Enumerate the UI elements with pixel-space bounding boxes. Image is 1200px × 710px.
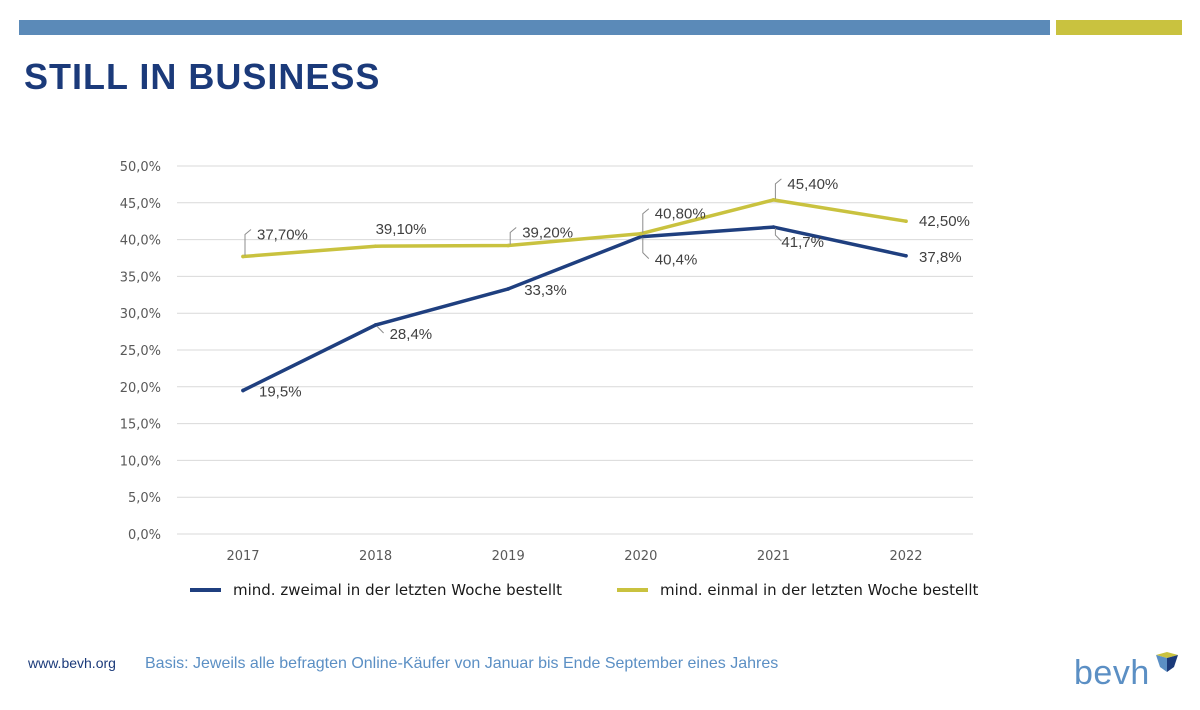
y-tick-label: 30,0% bbox=[120, 307, 161, 322]
data-point bbox=[771, 198, 776, 202]
header-bar-yellow bbox=[1056, 20, 1182, 35]
data-label: 39,10% bbox=[376, 221, 427, 238]
footer-note: Basis: Jeweils alle befragten Online-Käu… bbox=[145, 655, 779, 672]
footer-url[interactable]: www.bevh.org bbox=[28, 655, 116, 671]
label-leader bbox=[642, 237, 650, 260]
data-label: 19,5% bbox=[259, 383, 302, 400]
y-tick-label: 5,0% bbox=[128, 491, 161, 506]
logo-wordmark: bevh bbox=[1074, 654, 1150, 692]
series-line-2 bbox=[241, 198, 908, 259]
y-tick-label: 35,0% bbox=[120, 270, 161, 285]
data-label: 39,20% bbox=[522, 224, 573, 241]
legend-label-2: mind. einmal in der letzten Woche bestel… bbox=[660, 581, 979, 599]
y-tick-label: 10,0% bbox=[120, 454, 161, 469]
data-label: 28,4% bbox=[390, 326, 433, 343]
y-tick-label: 40,0% bbox=[120, 234, 161, 249]
data-point bbox=[904, 219, 908, 223]
page-title: STILL IN BUSINESS bbox=[24, 56, 381, 97]
data-point bbox=[241, 388, 245, 393]
data-label: 37,8% bbox=[919, 249, 962, 266]
data-label: 45,40% bbox=[787, 176, 838, 193]
data-label: 40,4% bbox=[655, 252, 698, 269]
label-leader bbox=[509, 227, 517, 245]
label-leader bbox=[642, 208, 650, 233]
x-tick-label: 2022 bbox=[889, 549, 922, 564]
data-label: 33,3% bbox=[524, 282, 567, 299]
data-label: 37,70% bbox=[257, 227, 308, 244]
data-point bbox=[373, 323, 378, 327]
data-point bbox=[373, 244, 378, 249]
legend-label-1: mind. zweimal in der letzten Woche beste… bbox=[233, 581, 562, 599]
y-tick-label: 20,0% bbox=[120, 381, 161, 396]
data-label: 40,80% bbox=[655, 206, 706, 223]
data-point bbox=[506, 287, 511, 291]
data-point bbox=[506, 243, 511, 248]
logo-cube-icon bbox=[1155, 652, 1178, 672]
x-tick-label: 2018 bbox=[359, 549, 392, 564]
header-bar-blue bbox=[19, 20, 1050, 35]
x-tick-label: 2019 bbox=[492, 549, 525, 564]
series-line-1 bbox=[241, 225, 908, 393]
data-point bbox=[639, 231, 643, 236]
label-leader bbox=[774, 228, 782, 242]
data-label: 41,7% bbox=[781, 234, 824, 251]
data-point bbox=[904, 253, 908, 258]
y-tick-label: 45,0% bbox=[120, 197, 161, 212]
data-point bbox=[639, 234, 643, 239]
data-point bbox=[771, 225, 776, 229]
label-leader bbox=[377, 325, 384, 334]
x-tick-label: 2021 bbox=[757, 549, 790, 564]
y-tick-label: 15,0% bbox=[120, 418, 161, 433]
label-leader bbox=[244, 229, 252, 256]
label-leader bbox=[774, 178, 782, 199]
line-chart: 0,0% 5,0% 10,0% 15,0% 20,0% 25,0% 30,0% 35,0% 40… bbox=[120, 160, 979, 599]
data-label: 42,50% bbox=[919, 213, 970, 230]
x-tick-label: 2017 bbox=[226, 549, 259, 564]
y-tick-label: 50,0% bbox=[120, 160, 161, 175]
y-tick-label: 25,0% bbox=[120, 344, 161, 359]
x-tick-label: 2020 bbox=[624, 549, 657, 564]
y-tick-label: 0,0% bbox=[128, 528, 161, 543]
data-point bbox=[241, 254, 245, 259]
bevh-logo: bevh bbox=[1074, 650, 1178, 690]
